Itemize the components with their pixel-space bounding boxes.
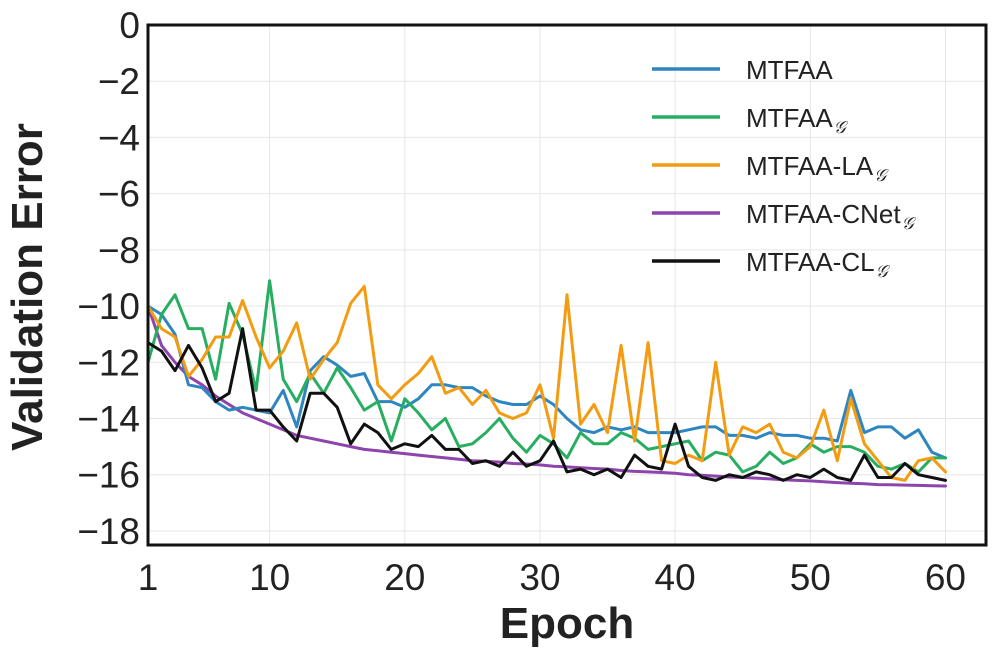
x-axis-title: Epoch bbox=[500, 599, 634, 648]
legend-label-subscript: 𝒢 bbox=[902, 214, 917, 234]
legend-label: MTFAA bbox=[746, 55, 833, 85]
y-tick-label: −2 bbox=[98, 61, 140, 102]
legend-label: MTFAA-CNet𝒢 bbox=[746, 199, 917, 234]
y-tick-label: −8 bbox=[98, 230, 140, 271]
legend-label-name: MTFAA bbox=[746, 55, 833, 85]
legend-label-name: MTFAA-CL bbox=[746, 247, 875, 277]
legend-label-subscript: 𝒢 bbox=[834, 118, 849, 138]
x-tick-label: 50 bbox=[790, 557, 831, 598]
x-tick-label: 30 bbox=[519, 557, 560, 598]
legend-label: MTFAA𝒢 bbox=[746, 103, 849, 138]
x-axis-ticks: 1 10 20 30 40 50 60 bbox=[138, 557, 966, 598]
y-tick-label: −16 bbox=[77, 455, 140, 496]
legend-label-name: MTFAA-CNet bbox=[746, 199, 901, 229]
legend-label-subscript: 𝒢 bbox=[876, 262, 891, 282]
y-axis-ticks: 0 −2 −4 −6 −8 −10 −12 −14 −16 −18 bbox=[77, 5, 140, 552]
x-tick-label: 60 bbox=[925, 557, 966, 598]
y-tick-label: −14 bbox=[77, 399, 140, 440]
legend-label: MTFAA-LA𝒢 bbox=[746, 151, 889, 186]
series-line-mtfaa-cnet-g bbox=[146, 304, 947, 488]
legend-label-subscript: 𝒢 bbox=[874, 166, 889, 186]
series-lines bbox=[146, 279, 947, 488]
y-tick-label: −4 bbox=[98, 117, 140, 158]
x-tick-label: 1 bbox=[138, 557, 159, 598]
y-tick-label: 0 bbox=[119, 5, 140, 46]
y-tick-label: −6 bbox=[98, 174, 140, 215]
series-line-mtfaa bbox=[146, 304, 947, 460]
series-line-mtfaa-g bbox=[146, 279, 947, 474]
plot-frame bbox=[146, 23, 988, 547]
series-line-mtfaa-cl-g bbox=[146, 327, 947, 482]
legend-label-name: MTFAA bbox=[746, 103, 833, 133]
y-axis-title: Validation Error bbox=[3, 123, 52, 451]
x-tick-label: 10 bbox=[249, 557, 290, 598]
y-tick-label: −18 bbox=[77, 511, 140, 552]
x-tick-label: 40 bbox=[655, 557, 696, 598]
legend-label: MTFAA-CL𝒢 bbox=[746, 247, 891, 282]
x-tick-label: 20 bbox=[384, 557, 425, 598]
y-tick-label: −12 bbox=[77, 342, 140, 383]
legend-label-name: MTFAA-LA bbox=[746, 151, 874, 181]
series-line-mtfaa-la-g bbox=[146, 284, 947, 482]
y-tick-label: −10 bbox=[77, 286, 140, 327]
